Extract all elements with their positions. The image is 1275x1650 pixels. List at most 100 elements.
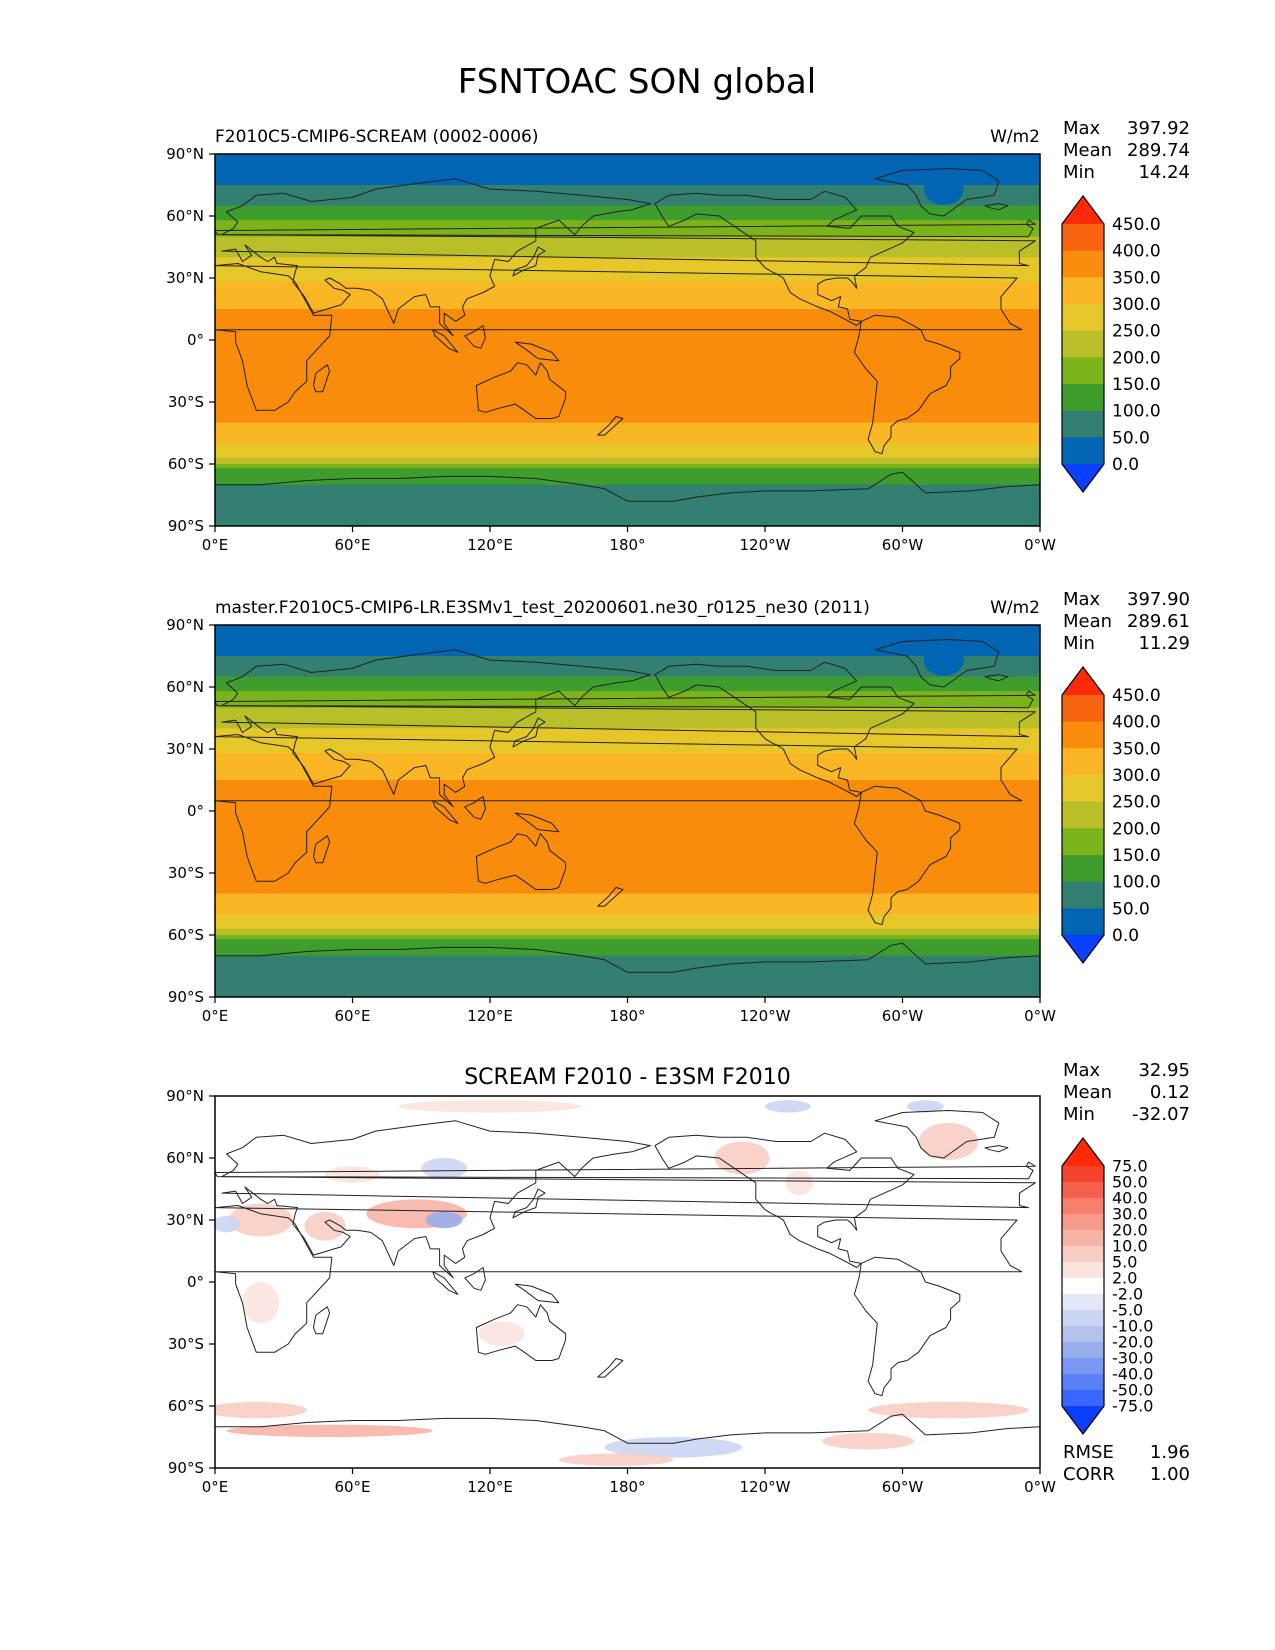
x-tick-label: 0°W xyxy=(1024,1007,1056,1025)
zonal-band xyxy=(215,457,1040,465)
difference-region xyxy=(228,1203,293,1237)
colorbar-segment xyxy=(1062,437,1104,465)
coastline-borneo xyxy=(464,796,486,820)
coastline-borneo xyxy=(464,325,486,349)
colorbar-label: 350.0 xyxy=(1112,268,1161,288)
y-tick-label: 0° xyxy=(187,802,204,820)
map-frame xyxy=(214,153,1041,527)
rmse-label: RMSE xyxy=(1063,1442,1114,1463)
colorbar-label: 2.0 xyxy=(1112,1269,1137,1288)
colorbar-segment xyxy=(1062,1326,1104,1343)
greenland-field xyxy=(923,173,964,206)
colorbar-extend-max xyxy=(1062,667,1104,695)
colorbar-label: 150.0 xyxy=(1112,846,1161,866)
colorbar-label: -10.0 xyxy=(1112,1317,1153,1336)
colorbar-label: -30.0 xyxy=(1112,1349,1153,1368)
x-tick-label: 60°W xyxy=(882,1478,924,1496)
coastline-antarctica-coast xyxy=(215,942,1040,973)
coastline-japan xyxy=(512,246,546,277)
colorbar-segment xyxy=(1062,855,1104,883)
colorbar-segment xyxy=(1062,277,1104,305)
stat-min-value: 14.24 xyxy=(1138,162,1190,183)
y-tick-label: 30°N xyxy=(166,269,204,287)
y-tick-label: 30°S xyxy=(168,393,204,411)
colorbar-label: 450.0 xyxy=(1112,686,1161,706)
coastline-new-guinea xyxy=(514,341,560,362)
coastline-madagascar xyxy=(313,1306,331,1335)
zonal-band xyxy=(215,928,1040,936)
y-tick-label: 60°S xyxy=(168,1397,204,1415)
stat-min-value: 11.29 xyxy=(1138,633,1190,654)
zonal-band xyxy=(215,236,1040,258)
coastline-south-america xyxy=(853,314,961,455)
rmse-value: 1.96 xyxy=(1150,1442,1190,1463)
coastline-iceland xyxy=(984,674,1009,682)
colorbar-extend-max xyxy=(1062,1138,1104,1166)
map-frame xyxy=(214,624,1041,998)
panel-1: 0°E 60°E 120°E 180° 120°W 60°W 0°W 90°N 60°N 30°N… xyxy=(166,118,1190,554)
colorbar-segment xyxy=(1062,1390,1104,1407)
colorbar-label: 10.0 xyxy=(1112,1237,1148,1256)
stat-min-label: Min xyxy=(1063,1104,1095,1125)
x-tick-label: 0°W xyxy=(1024,1478,1056,1496)
panels-root: 0°E 60°E 120°E 180° 120°W 60°W 0°W 90°N 60°N 30°N… xyxy=(166,118,1190,1496)
y-tick-label: 90°N xyxy=(166,616,204,634)
coastline-japan xyxy=(512,717,546,748)
x-tick-label: 0°E xyxy=(202,1478,229,1496)
x-tick-label: 120°E xyxy=(467,536,513,554)
difference-region xyxy=(304,1211,346,1241)
colorbar-segment xyxy=(1062,304,1104,332)
x-tick-label: 0°E xyxy=(202,1007,229,1025)
zonal-band xyxy=(215,728,1040,754)
coastline-new-guinea xyxy=(514,1283,560,1304)
coastline-africa xyxy=(215,1205,1023,1353)
zonal-band xyxy=(215,185,1040,207)
zonal-band xyxy=(215,753,1040,781)
coastline-iceland xyxy=(984,1145,1009,1153)
greenland-field xyxy=(923,644,964,677)
zonal-band xyxy=(215,780,1040,895)
colorbar-label: 200.0 xyxy=(1112,348,1161,368)
zonal-band xyxy=(215,691,1040,709)
stat-max-value: 397.90 xyxy=(1127,589,1190,610)
colorbar-label: -5.0 xyxy=(1112,1301,1143,1320)
x-tick-label: 180° xyxy=(609,1478,645,1496)
y-tick-label: 30°N xyxy=(166,740,204,758)
colorbar-label: 100.0 xyxy=(1112,873,1161,893)
coastline-eurasia xyxy=(221,178,1036,337)
difference-region xyxy=(398,1100,582,1113)
colorbar-label: -2.0 xyxy=(1112,1285,1143,1304)
difference-region xyxy=(425,1211,463,1229)
difference-region xyxy=(325,1166,380,1183)
zonal-band xyxy=(215,484,1040,526)
colorbar-label: 350.0 xyxy=(1112,739,1161,759)
zonal-band xyxy=(215,468,1040,486)
colorbar-label: 50.0 xyxy=(1112,1173,1148,1192)
coastline-eurasia xyxy=(221,649,1036,808)
colorbar-segment xyxy=(1062,748,1104,776)
stat-max-label: Max xyxy=(1063,589,1101,610)
y-tick-label: 60°S xyxy=(168,926,204,944)
map-frame xyxy=(214,1095,1041,1469)
coastline-borneo xyxy=(464,1267,486,1291)
colorbar-segment xyxy=(1062,1374,1104,1391)
coastline-australia xyxy=(475,833,567,890)
coastline-south-america xyxy=(853,785,961,926)
colorbar-extend-min xyxy=(1062,464,1104,492)
stat-mean-value: 289.61 xyxy=(1127,611,1190,632)
x-tick-label: 0°W xyxy=(1024,536,1056,554)
coastline-new-zealand xyxy=(597,416,624,436)
zonal-band xyxy=(215,309,1040,424)
stat-max-label: Max xyxy=(1063,1060,1101,1081)
difference-region xyxy=(714,1141,770,1175)
colorbar-segment xyxy=(1062,1182,1104,1199)
difference-region xyxy=(907,1100,944,1113)
coastline-new-guinea xyxy=(514,812,560,833)
coastline-great-britain xyxy=(215,690,1036,709)
panel-2: 0°E 60°E 120°E 180° 120°W 60°W 0°W 90°N 60°N 30°N… xyxy=(166,589,1190,1025)
stat-mean-value: 289.74 xyxy=(1127,140,1190,161)
coastline-iceland xyxy=(984,203,1009,211)
difference-region xyxy=(822,1432,914,1450)
map-field xyxy=(215,625,1040,997)
colorbar-label: 450.0 xyxy=(1112,215,1161,235)
